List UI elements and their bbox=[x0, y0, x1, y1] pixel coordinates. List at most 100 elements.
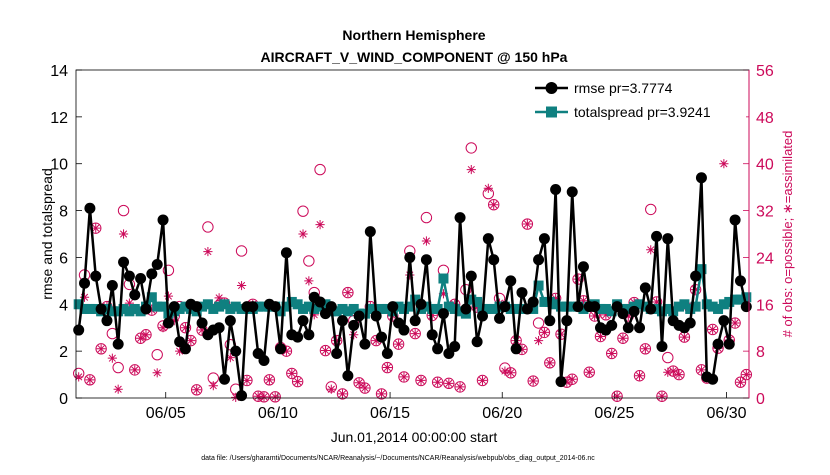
obs-assimilated-point bbox=[696, 365, 707, 375]
obs-assimilated-point bbox=[719, 159, 729, 169]
rmse-point bbox=[325, 301, 337, 313]
spread-point bbox=[685, 303, 696, 314]
chart-title: Northern Hemisphere bbox=[342, 27, 485, 43]
obs-assimilated-point bbox=[293, 377, 303, 387]
obs-possible-point bbox=[521, 218, 534, 230]
obs-assimilated-point bbox=[85, 375, 95, 385]
rmse-point bbox=[476, 310, 488, 322]
obs-possible-point bbox=[538, 326, 551, 339]
x-tick-label: 06/15 bbox=[370, 405, 410, 422]
spread-point bbox=[225, 303, 236, 314]
rmse-point bbox=[73, 324, 85, 336]
obs-assimilated-point bbox=[118, 229, 129, 239]
obs-possible-point bbox=[95, 343, 107, 355]
spread-point bbox=[533, 280, 544, 291]
obs-assimilated-point bbox=[618, 333, 628, 343]
spread-point bbox=[438, 273, 449, 284]
spread-point bbox=[309, 303, 320, 314]
obs-assimilated-point bbox=[477, 375, 488, 386]
rmse-point bbox=[505, 275, 517, 287]
obs-assimilated-point bbox=[438, 289, 449, 299]
rmse-point bbox=[303, 329, 315, 341]
rmse-point bbox=[157, 214, 169, 226]
spread-point bbox=[331, 306, 342, 317]
y-tick-label: 12 bbox=[50, 110, 68, 127]
obs-assimilated-point bbox=[158, 323, 168, 333]
spread-point bbox=[79, 303, 90, 314]
rmse-point bbox=[415, 298, 427, 310]
rmse-point bbox=[729, 214, 741, 226]
rmse-point bbox=[426, 329, 438, 341]
obs-assimilated-point bbox=[607, 348, 617, 359]
obs-possible-point bbox=[454, 381, 466, 393]
spread-point bbox=[600, 303, 611, 314]
obs-possible-point bbox=[319, 344, 332, 357]
obs-assimilated-point bbox=[152, 368, 162, 378]
obs-assimilated-point bbox=[517, 344, 527, 354]
spread-point bbox=[113, 306, 124, 317]
spread-point bbox=[730, 294, 741, 305]
rmse-point bbox=[718, 315, 730, 327]
rmse-point bbox=[376, 331, 388, 343]
rmse-point bbox=[337, 315, 349, 327]
obs-assimilated-point bbox=[354, 378, 364, 388]
rmse-point bbox=[432, 343, 444, 355]
obs-possible-point bbox=[409, 327, 421, 340]
obs-assimilated-point bbox=[483, 183, 493, 193]
y-tick-label-right: 40 bbox=[756, 157, 774, 174]
obs-assimilated-point bbox=[197, 325, 207, 335]
obs-possible-point bbox=[162, 264, 175, 277]
obs-possible-point bbox=[297, 205, 309, 217]
rmse-point bbox=[639, 282, 651, 294]
obs-assimilated-point bbox=[567, 374, 577, 384]
legend-rmse-label: rmse pr=3.7774 bbox=[574, 80, 673, 96]
obs-assimilated-point bbox=[130, 365, 140, 375]
rmse-point bbox=[118, 256, 130, 268]
obs-possible-point bbox=[398, 371, 410, 383]
obs-assimilated-point bbox=[466, 164, 476, 175]
rmse-point bbox=[606, 319, 618, 331]
spread-point bbox=[528, 303, 539, 314]
rmse-point bbox=[471, 336, 483, 348]
rmse-point bbox=[617, 308, 629, 320]
spread-point bbox=[651, 303, 662, 314]
obs-possible-point bbox=[662, 351, 674, 364]
rmse-point bbox=[404, 251, 416, 263]
spread-point bbox=[281, 301, 292, 312]
obs-assimilated-point bbox=[601, 310, 611, 320]
footer-note: data file: /Users/gharamti/Documents/NCA… bbox=[201, 455, 595, 462]
obs-assimilated-point bbox=[192, 385, 202, 395]
spread-point bbox=[337, 303, 348, 314]
obs-assimilated-point bbox=[91, 223, 101, 233]
obs-possible-point bbox=[179, 322, 192, 334]
spread-point bbox=[298, 303, 309, 314]
obs-assimilated-point bbox=[691, 285, 701, 295]
obs-assimilated-point bbox=[320, 345, 331, 356]
spread-point bbox=[410, 294, 421, 305]
y-tick-label-right: 16 bbox=[756, 297, 774, 314]
obs-possible-point bbox=[505, 367, 517, 379]
spread-point bbox=[230, 301, 241, 312]
rmse-point bbox=[454, 212, 466, 224]
rmse-point bbox=[314, 296, 326, 308]
spread-point bbox=[674, 301, 685, 312]
rmse-point bbox=[219, 373, 231, 385]
obs-possible-point bbox=[431, 376, 444, 388]
obs-possible-point bbox=[117, 204, 130, 217]
y-tick-label: 2 bbox=[59, 344, 68, 361]
obs-possible-point bbox=[532, 317, 545, 329]
obs-possible-point bbox=[291, 375, 304, 388]
spread-point bbox=[107, 306, 118, 317]
obs-assimilated-point bbox=[539, 327, 550, 337]
obs-possible-point bbox=[342, 286, 354, 299]
obs-possible-point bbox=[443, 377, 455, 390]
rmse-point bbox=[146, 268, 158, 280]
obs-possible-point bbox=[639, 343, 652, 355]
y-tick-label: 10 bbox=[50, 157, 68, 174]
spread-point bbox=[202, 299, 213, 310]
obs-possible-point bbox=[617, 332, 629, 344]
obs-assimilated-point bbox=[175, 346, 185, 356]
rmse-point bbox=[370, 310, 382, 322]
y-tick-label: 8 bbox=[59, 204, 68, 221]
spread-point bbox=[472, 296, 483, 307]
